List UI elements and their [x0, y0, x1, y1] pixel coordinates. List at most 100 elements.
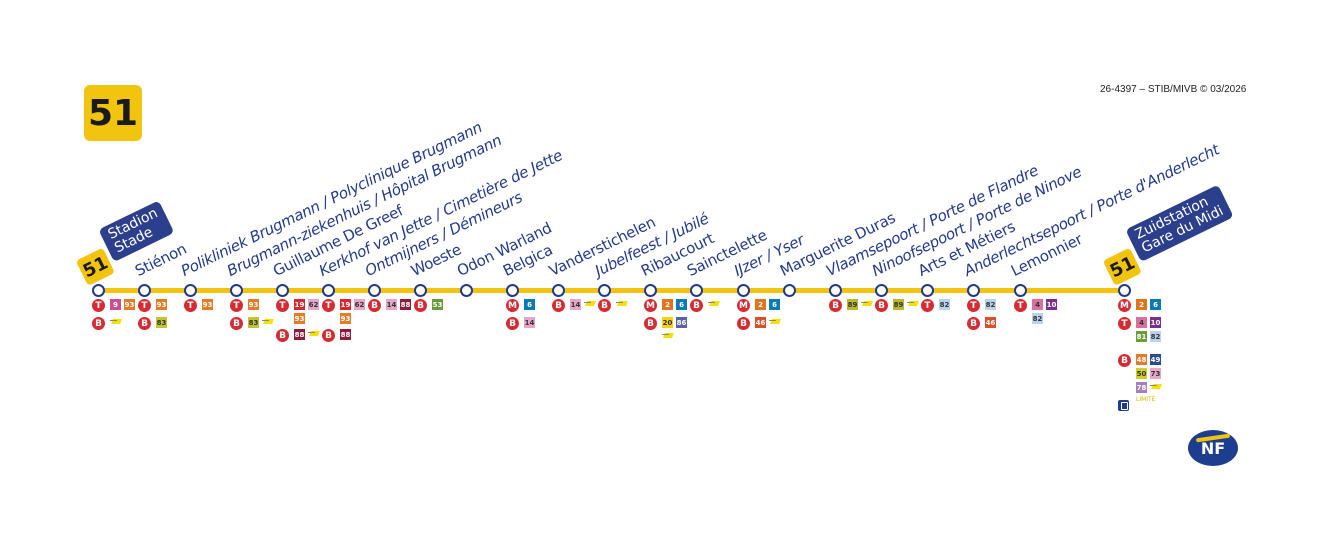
line-46-badge[interactable]: 46 [755, 317, 766, 328]
line-9-badge[interactable]: 9 [110, 299, 121, 310]
line-93-badge[interactable]: 93 [294, 313, 305, 324]
connection-lines: 14 88 [386, 299, 416, 310]
line-2-badge[interactable]: 2 [1136, 299, 1147, 310]
line-53-badge[interactable]: 53 [432, 299, 443, 310]
line-82-badge[interactable]: 82 [1150, 331, 1161, 342]
tram-icon: T [276, 299, 289, 312]
nf-service-logo: NF [1188, 430, 1238, 466]
line-88-badge[interactable]: 88 [340, 329, 351, 340]
station-stop[interactable] [875, 284, 888, 297]
line-88-badge[interactable]: 88 [294, 329, 305, 340]
line-88-badge[interactable]: 88 [400, 299, 411, 310]
line-82-badge[interactable]: 82 [985, 299, 996, 310]
line-6-badge[interactable]: 6 [676, 299, 687, 310]
station-stop[interactable] [967, 284, 980, 297]
line-14-badge[interactable]: 14 [386, 299, 397, 310]
line-62-badge[interactable]: 62 [308, 299, 319, 310]
line-50-badge[interactable]: 50 [1136, 368, 1147, 379]
station-stop[interactable] [276, 284, 289, 297]
station-stop[interactable] [184, 284, 197, 297]
line-89-badge[interactable]: 89 [893, 299, 904, 310]
station-connections: T 9 93 B [92, 299, 140, 335]
station-stop[interactable] [322, 284, 335, 297]
station-stop[interactable] [783, 284, 796, 297]
line-82-badge[interactable]: 82 [1032, 313, 1043, 324]
line-62-badge[interactable]: 62 [354, 299, 365, 310]
line-93-badge[interactable]: 93 [248, 299, 259, 310]
line-48-badge[interactable]: 48 [1136, 354, 1147, 365]
tram-icon: T [322, 299, 335, 312]
station-stop[interactable] [1014, 284, 1027, 297]
connection-row: B 48 49 50 73 78 [1118, 354, 1166, 393]
line-83-badge[interactable]: 83 [248, 317, 259, 328]
line-20-badge[interactable]: 20 [662, 317, 673, 328]
line-93-badge[interactable]: 93 [340, 313, 351, 324]
station-stop[interactable] [92, 284, 105, 297]
line-14-badge[interactable]: 14 [524, 317, 535, 328]
line-83-badge[interactable]: 83 [156, 317, 167, 328]
line-93-badge[interactable]: 93 [124, 299, 135, 310]
line-14-badge[interactable]: 14 [570, 299, 581, 310]
line-46-badge[interactable]: 46 [985, 317, 996, 328]
tram-icon: T [92, 299, 105, 312]
station-stop[interactable] [1118, 284, 1131, 297]
bus-icon: B [230, 317, 243, 330]
connection-lines: 19 62 93 [294, 299, 324, 324]
line-4-badge[interactable]: 4 [1032, 299, 1043, 310]
station-stop[interactable] [921, 284, 934, 297]
line-49-badge[interactable]: 49 [1150, 354, 1161, 365]
line-10-badge[interactable]: 10 [1046, 299, 1057, 310]
station-stop[interactable] [506, 284, 519, 297]
connection-row: B 88 [322, 329, 370, 342]
station-stop[interactable] [598, 284, 611, 297]
connection-lines: 89 [847, 299, 877, 310]
line-93-badge[interactable]: 93 [156, 299, 167, 310]
line-82-badge[interactable]: 82 [939, 299, 950, 310]
connection-row: B 88 [276, 329, 324, 342]
line-6-badge[interactable]: 6 [769, 299, 780, 310]
connection-lines: 6 [524, 299, 554, 310]
line-4-badge[interactable]: 4 [1136, 317, 1147, 328]
station-stop[interactable] [737, 284, 750, 297]
line-2-badge[interactable]: 2 [662, 299, 673, 310]
station-stop[interactable] [368, 284, 381, 297]
line-93-badge[interactable]: 93 [202, 299, 213, 310]
station-connections: T 93 B 83 [230, 299, 278, 335]
connection-row: B 14 [552, 299, 600, 312]
connection-row: T 93 [138, 299, 186, 312]
station-stop[interactable] [644, 284, 657, 297]
line-10-badge[interactable]: 10 [1150, 317, 1161, 328]
line-73-badge[interactable]: 73 [1150, 368, 1161, 379]
station-stop[interactable] [552, 284, 565, 297]
connection-lines: 19 62 93 [340, 299, 370, 324]
station-stop[interactable] [460, 284, 473, 297]
line-2-badge[interactable]: 2 [755, 299, 766, 310]
station-stop[interactable] [138, 284, 151, 297]
line-81-badge[interactable]: 81 [1136, 331, 1147, 342]
line-89-badge[interactable]: 89 [847, 299, 858, 310]
line-19-badge[interactable]: 19 [294, 299, 305, 310]
line-78-badge[interactable]: 78 [1136, 382, 1147, 393]
noctis-icon [662, 331, 673, 340]
connection-row: B 20 86 [644, 317, 692, 340]
connection-lines: 89 [893, 299, 923, 310]
tram-icon: T [967, 299, 980, 312]
station-stop[interactable] [829, 284, 842, 297]
station-stop[interactable] [414, 284, 427, 297]
line-19-badge[interactable]: 19 [340, 299, 351, 310]
station-connections: T 4 10 82 [1014, 299, 1062, 329]
connection-row: B 14 88 [368, 299, 416, 312]
line-6-badge[interactable]: 6 [524, 299, 535, 310]
line-86-badge[interactable]: 86 [676, 317, 687, 328]
connection-lines: 4 10 82 [1032, 299, 1062, 324]
line-6-badge[interactable]: 6 [1150, 299, 1161, 310]
noctis-icon [708, 299, 719, 308]
tram-icon: T [1118, 317, 1131, 330]
station-stop[interactable] [230, 284, 243, 297]
station-stop[interactable] [690, 284, 703, 297]
route-line [98, 288, 1126, 293]
